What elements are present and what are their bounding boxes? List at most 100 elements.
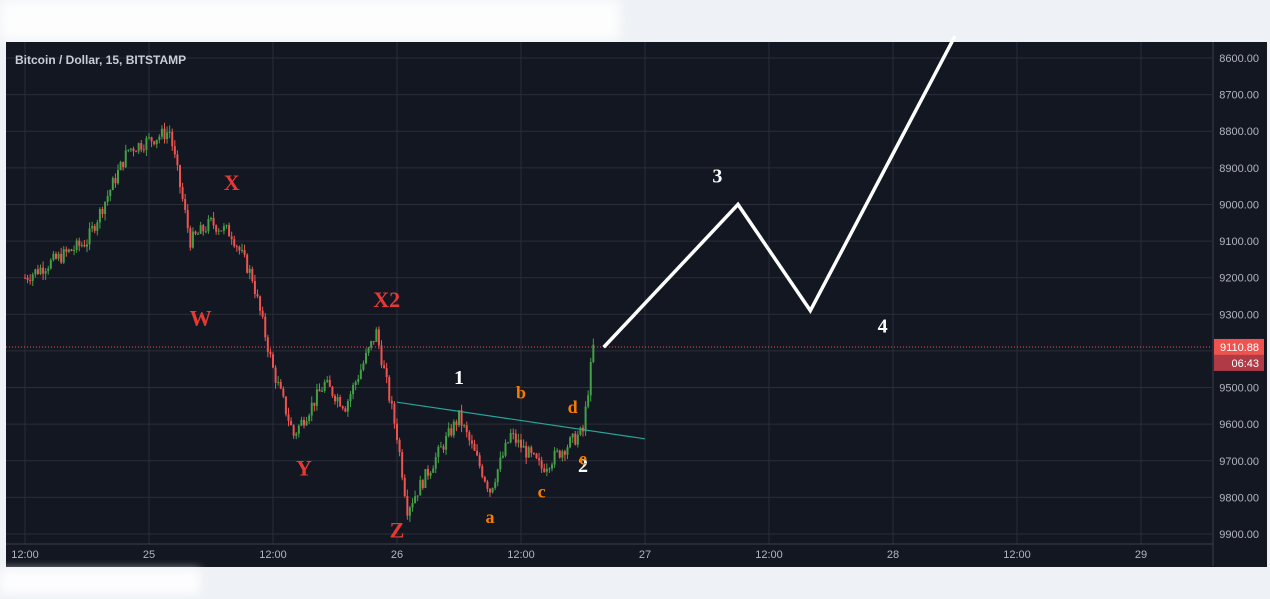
candle-body [377,329,380,346]
candle-body [354,381,357,386]
candle-body [421,480,424,488]
candle-body [452,421,455,436]
trendline[interactable] [396,401,646,440]
candle-body [44,271,47,274]
candle-body [176,154,179,166]
candle-body [295,433,298,436]
candle-body [256,294,259,297]
candle-body [67,249,70,252]
candle-body [571,433,574,438]
candle-body [253,280,256,295]
last-price-badge: 9110.88 06:43 [1214,338,1264,371]
candle-body [269,351,272,355]
candle-body [486,481,489,489]
price-tick-label: 8600.00 [1219,53,1259,65]
candle-body [52,253,55,260]
candle-body [111,178,114,191]
candle-body [49,259,52,269]
candle-body [284,396,287,415]
candle-body [24,277,26,279]
candle-body [197,233,200,235]
candle-body [512,433,515,435]
candle-body [543,468,546,472]
candle-body [460,410,463,426]
candle-body [73,249,76,251]
chart-frame [6,42,1267,567]
candle-body [398,439,401,453]
candle-body [455,421,458,426]
candle-body [424,469,427,488]
candle-body [517,439,520,443]
candle-body [78,240,81,246]
candle-body [406,496,409,516]
candle-body [489,488,491,493]
candle-body [155,139,158,145]
chart-title: Bitcoin / Dollar, 15, BITSTAMP [15,53,187,67]
candle-body [525,445,528,458]
candle-body [42,267,45,274]
wave-labels: X W X2 Y Z 1 2 3 4 a b c d e [190,165,888,542]
candle-body [36,269,39,274]
redacted-header-area [0,0,620,40]
grid [6,42,1212,544]
wave-label-x: X [224,170,240,195]
candle-body [101,208,104,214]
candle-body [243,250,246,255]
wave-label-y: Y [296,455,312,480]
candle-body [248,268,251,273]
candle-body [483,476,486,482]
price-tick-label: 8900.00 [1219,163,1259,175]
candle-body [233,239,236,247]
price-tick-label: 9900.00 [1219,529,1259,541]
price-tick-label: 9700.00 [1219,456,1259,468]
time-tick-label: 12:00 [259,549,287,561]
candle-body [303,419,305,426]
candle-body [171,131,174,147]
candle-body [124,150,127,168]
candle-body [362,363,365,370]
candle-body [321,390,324,392]
candle-body [70,249,73,251]
candle-body [150,137,153,142]
candle-body [65,249,68,252]
candle-body [47,268,50,272]
last-price-label: 9110.88 [1220,342,1259,354]
candle-body [26,277,29,280]
candle-body [129,148,132,150]
candle-body [396,423,398,440]
candle-body [109,190,112,196]
candle-body [261,310,264,317]
candle-body [532,452,535,454]
candle-body [558,450,561,458]
projection-path[interactable] [602,35,957,349]
candle-body [548,468,551,470]
time-axis: 12:00 25 12:00 26 12:00 27 12:00 28 12:00 29 [6,543,1213,561]
wave-label-x2: X2 [373,287,400,312]
wave-label-3: 3 [712,165,722,187]
candle-body [241,250,243,252]
candle-body [432,468,435,473]
candle-body [189,228,192,248]
candle-body [127,149,130,151]
time-tick-label: 28 [887,549,899,561]
candle-body [181,187,184,200]
candle-body [383,365,386,369]
candle-body [520,439,522,448]
candle-body [509,433,512,443]
wave-label-b: b [516,383,526,403]
candle-body [346,401,349,412]
price-tick-label: 9600.00 [1219,419,1259,431]
candle-body [246,254,249,273]
candle-body [310,402,313,416]
candle-body [62,249,65,263]
candle-body [401,452,404,478]
time-tick-label: 29 [1135,549,1147,561]
candle-body [122,161,125,168]
candle-body [117,170,119,184]
candle-body [388,377,391,401]
candle-body [93,226,96,231]
candle-body [514,433,517,443]
time-tick-label: 12:00 [1003,549,1031,561]
candle-body [349,394,352,402]
